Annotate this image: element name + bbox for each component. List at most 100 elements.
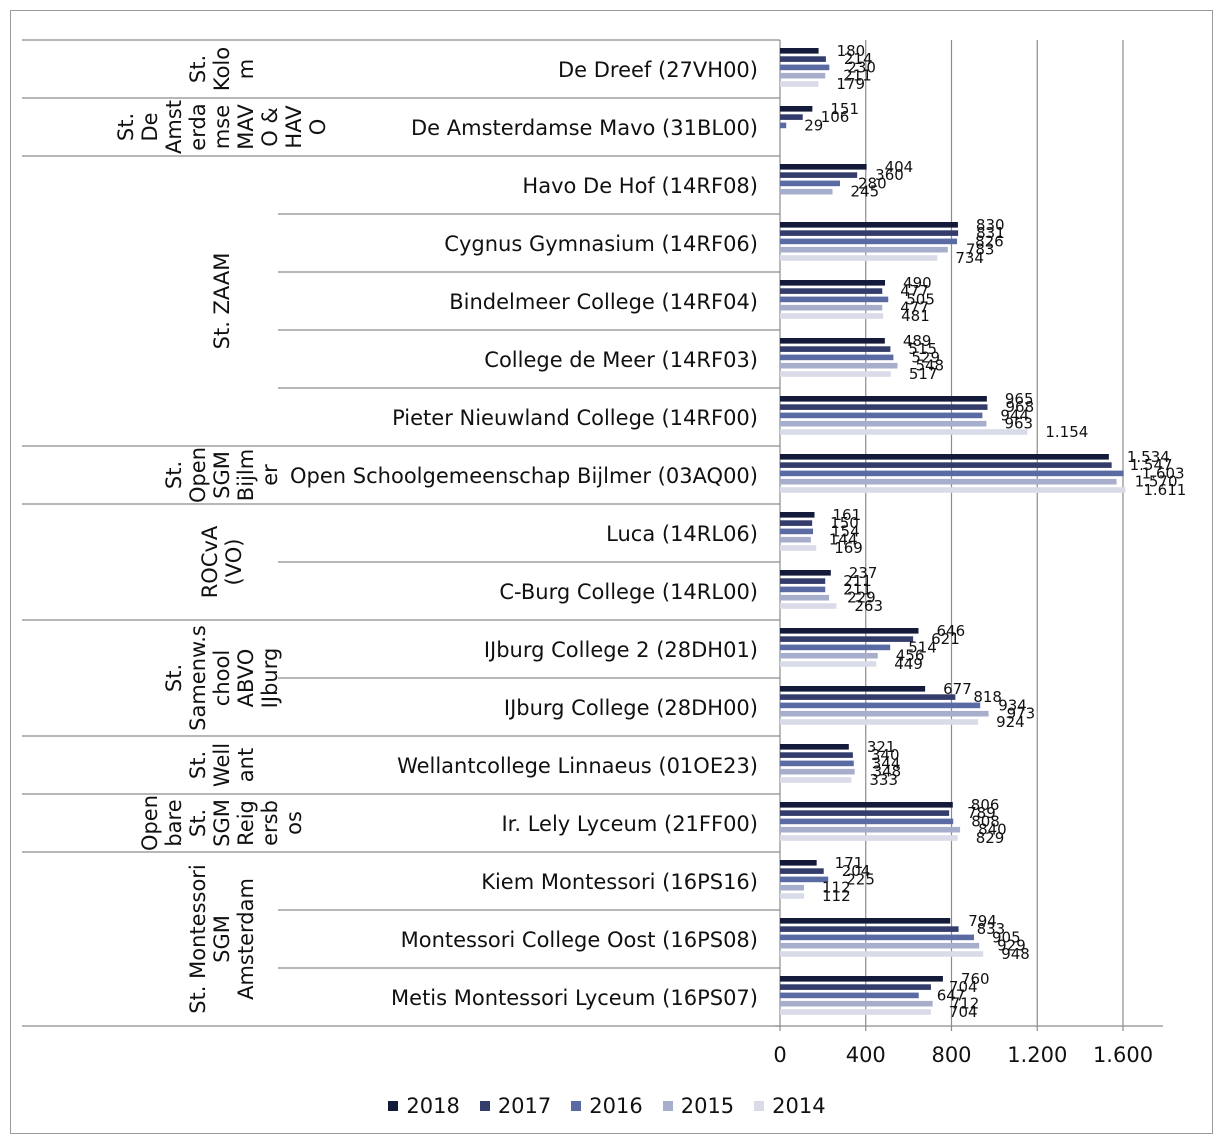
data-label: 712 xyxy=(951,995,980,1013)
data-label: 1.534 xyxy=(1127,448,1170,466)
data-label: 112 xyxy=(822,879,851,897)
group-label: St. xyxy=(186,751,210,779)
data-label: 760 xyxy=(961,970,990,988)
data-label: 963 xyxy=(1004,415,1033,433)
school-label: Wellantcollege Linnaeus (01OE23) xyxy=(397,754,758,778)
legend-label: 2018 xyxy=(406,1094,460,1118)
bar-2016 xyxy=(780,64,830,71)
bar-2016 xyxy=(780,760,854,767)
data-label: 515 xyxy=(908,340,937,358)
bar-2015 xyxy=(780,826,961,833)
data-label: 225 xyxy=(846,870,875,888)
data-label: 204 xyxy=(842,862,871,880)
bar-2018 xyxy=(780,106,813,112)
x-tick-label: 0 xyxy=(773,1043,786,1067)
bar-2017 xyxy=(780,462,1112,468)
bar-2014 xyxy=(780,777,852,783)
data-label: 1.154 xyxy=(1045,423,1088,441)
bar-2017 xyxy=(780,230,959,236)
legend-swatch xyxy=(388,1101,399,1111)
legend-item: 2016 xyxy=(571,1094,643,1118)
bar-2015 xyxy=(780,72,826,79)
legend-item: 2014 xyxy=(754,1094,826,1118)
legend-label: 2017 xyxy=(497,1094,552,1118)
bar-2016 xyxy=(780,528,814,535)
data-label: 968 xyxy=(1006,398,1035,416)
bar-2016 xyxy=(780,586,826,593)
bar-2016 xyxy=(780,122,787,129)
group-label: chool xyxy=(210,650,234,706)
legend-swatch xyxy=(479,1101,490,1111)
school-label: Open Schoolgemeenschap Bijlmer (03AQ00) xyxy=(290,464,758,488)
x-tick-label: 400 xyxy=(846,1043,886,1067)
bar-2016 xyxy=(780,296,889,303)
data-label: 481 xyxy=(901,307,930,325)
data-label: 529 xyxy=(911,348,940,366)
data-label: 965 xyxy=(1005,390,1034,408)
data-label: 230 xyxy=(847,58,876,76)
bar-2015 xyxy=(780,536,811,543)
bar-2014 xyxy=(780,1009,931,1015)
group-label: St. ZAAM xyxy=(210,253,234,350)
data-label: 456 xyxy=(896,647,925,665)
school-label: Montessori College Oost (16PS08) xyxy=(401,928,758,952)
bar-2017 xyxy=(780,636,914,642)
data-label: 517 xyxy=(909,365,938,383)
bar-2015 xyxy=(780,710,989,717)
group-label: ersb xyxy=(258,800,282,846)
data-label: 826 xyxy=(975,232,1004,250)
data-label: 789 xyxy=(967,804,996,822)
data-label: 360 xyxy=(875,166,904,184)
bar-2014 xyxy=(780,661,877,667)
bar-2017 xyxy=(780,578,826,584)
bar-2016 xyxy=(780,934,975,941)
data-label: 144 xyxy=(829,531,858,549)
school-label: C-Burg College (14RL00) xyxy=(499,580,758,604)
group-label: bare xyxy=(162,799,186,846)
data-label: 106 xyxy=(821,108,850,126)
data-label: 621 xyxy=(931,630,960,648)
data-label: 734 xyxy=(955,249,984,267)
bar-2015 xyxy=(780,362,898,369)
data-label: 704 xyxy=(949,1003,978,1021)
data-label: 154 xyxy=(831,522,860,540)
bar-2018 xyxy=(780,512,815,518)
bar-2015 xyxy=(780,594,830,601)
data-label: 29 xyxy=(804,116,823,134)
group-label: Reig xyxy=(234,800,258,846)
data-label: 831 xyxy=(976,224,1005,242)
group-label: O & xyxy=(258,107,282,147)
school-label: Cygnus Gymnasium (14RF06) xyxy=(444,232,758,256)
legend-item: 2018 xyxy=(388,1094,460,1118)
group-label: MAV xyxy=(234,104,258,150)
bar-2018 xyxy=(780,570,831,576)
school-label: Metis Montessori Lyceum (16PS07) xyxy=(391,986,758,1010)
group-label: erda xyxy=(186,103,210,150)
school-label: Bindelmeer College (14RF04) xyxy=(449,290,758,314)
bar-2018 xyxy=(780,628,919,634)
bar-2016 xyxy=(780,238,958,245)
data-label: 1.603 xyxy=(1142,464,1185,482)
data-label: 280 xyxy=(858,174,887,192)
bar-2016 xyxy=(780,180,841,187)
bar-2015 xyxy=(780,420,987,427)
bar-2018 xyxy=(780,860,817,866)
bar-2017 xyxy=(780,810,950,816)
data-label: 833 xyxy=(977,920,1006,938)
data-label: 806 xyxy=(971,796,1000,814)
data-label: 161 xyxy=(833,506,862,524)
bar-2014 xyxy=(780,429,1028,435)
data-label: 548 xyxy=(915,357,944,375)
bar-2014 xyxy=(780,951,984,957)
bar-2018 xyxy=(780,686,926,692)
data-label: 179 xyxy=(836,75,865,93)
data-label: 505 xyxy=(906,290,935,308)
data-label: 646 xyxy=(936,622,965,640)
group-label: ROCvA xyxy=(198,525,222,598)
bar-2014 xyxy=(780,719,979,725)
data-label: 944 xyxy=(1000,406,1029,424)
data-label: 150 xyxy=(830,514,859,532)
data-label: 905 xyxy=(992,928,1021,946)
data-label: 808 xyxy=(971,812,1000,830)
